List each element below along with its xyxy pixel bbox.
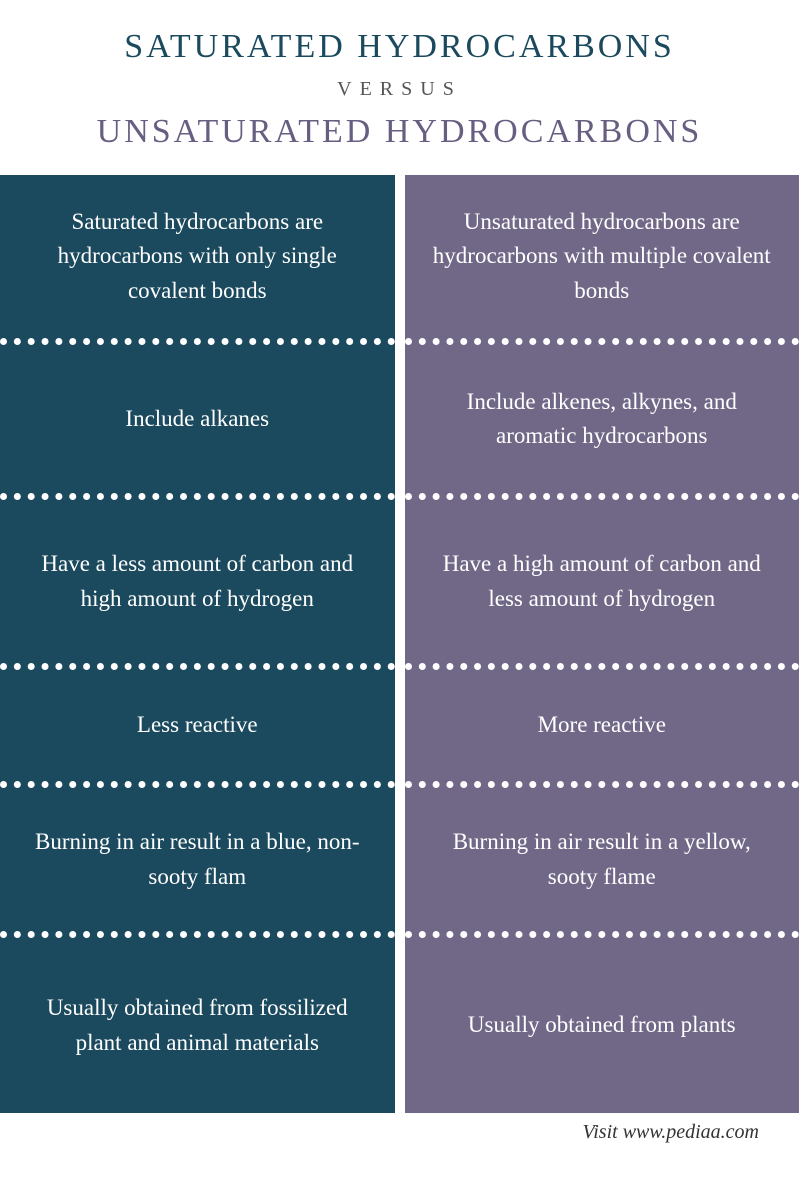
left-cell-3: Less reactive: [0, 670, 395, 788]
left-cell-2: Have a less amount of carbon and high am…: [0, 500, 395, 670]
column-gap: [395, 175, 405, 1113]
left-cell-1: Include alkanes: [0, 345, 395, 500]
title-saturated: SATURATED HYDROCARBONS: [20, 28, 779, 66]
versus-label: VERSUS: [20, 78, 779, 101]
title-unsaturated: UNSATURATED HYDROCARBONS: [20, 113, 779, 151]
right-cell-4: Burning in air result in a yellow, sooty…: [405, 788, 799, 938]
left-column: Saturated hydrocarbons are hydrocarbons …: [0, 175, 395, 1113]
right-column: Unsaturated hydrocarbons are hydrocarbon…: [405, 175, 799, 1113]
left-cell-0: Saturated hydrocarbons are hydrocarbons …: [0, 175, 395, 345]
footer-credit: Visit www.pediaa.com: [0, 1113, 799, 1144]
left-cell-4: Burning in air result in a blue, non-soo…: [0, 788, 395, 938]
right-cell-3: More reactive: [405, 670, 799, 788]
header: SATURATED HYDROCARBONS VERSUS UNSATURATE…: [0, 0, 799, 175]
right-cell-5: Usually obtained from plants: [405, 938, 799, 1113]
right-cell-0: Unsaturated hydrocarbons are hydrocarbon…: [405, 175, 799, 345]
right-cell-1: Include alkenes, alkynes, and aromatic h…: [405, 345, 799, 500]
right-cell-2: Have a high amount of carbon and less am…: [405, 500, 799, 670]
left-cell-5: Usually obtained from fossilized plant a…: [0, 938, 395, 1113]
comparison-table: Saturated hydrocarbons are hydrocarbons …: [0, 175, 799, 1113]
